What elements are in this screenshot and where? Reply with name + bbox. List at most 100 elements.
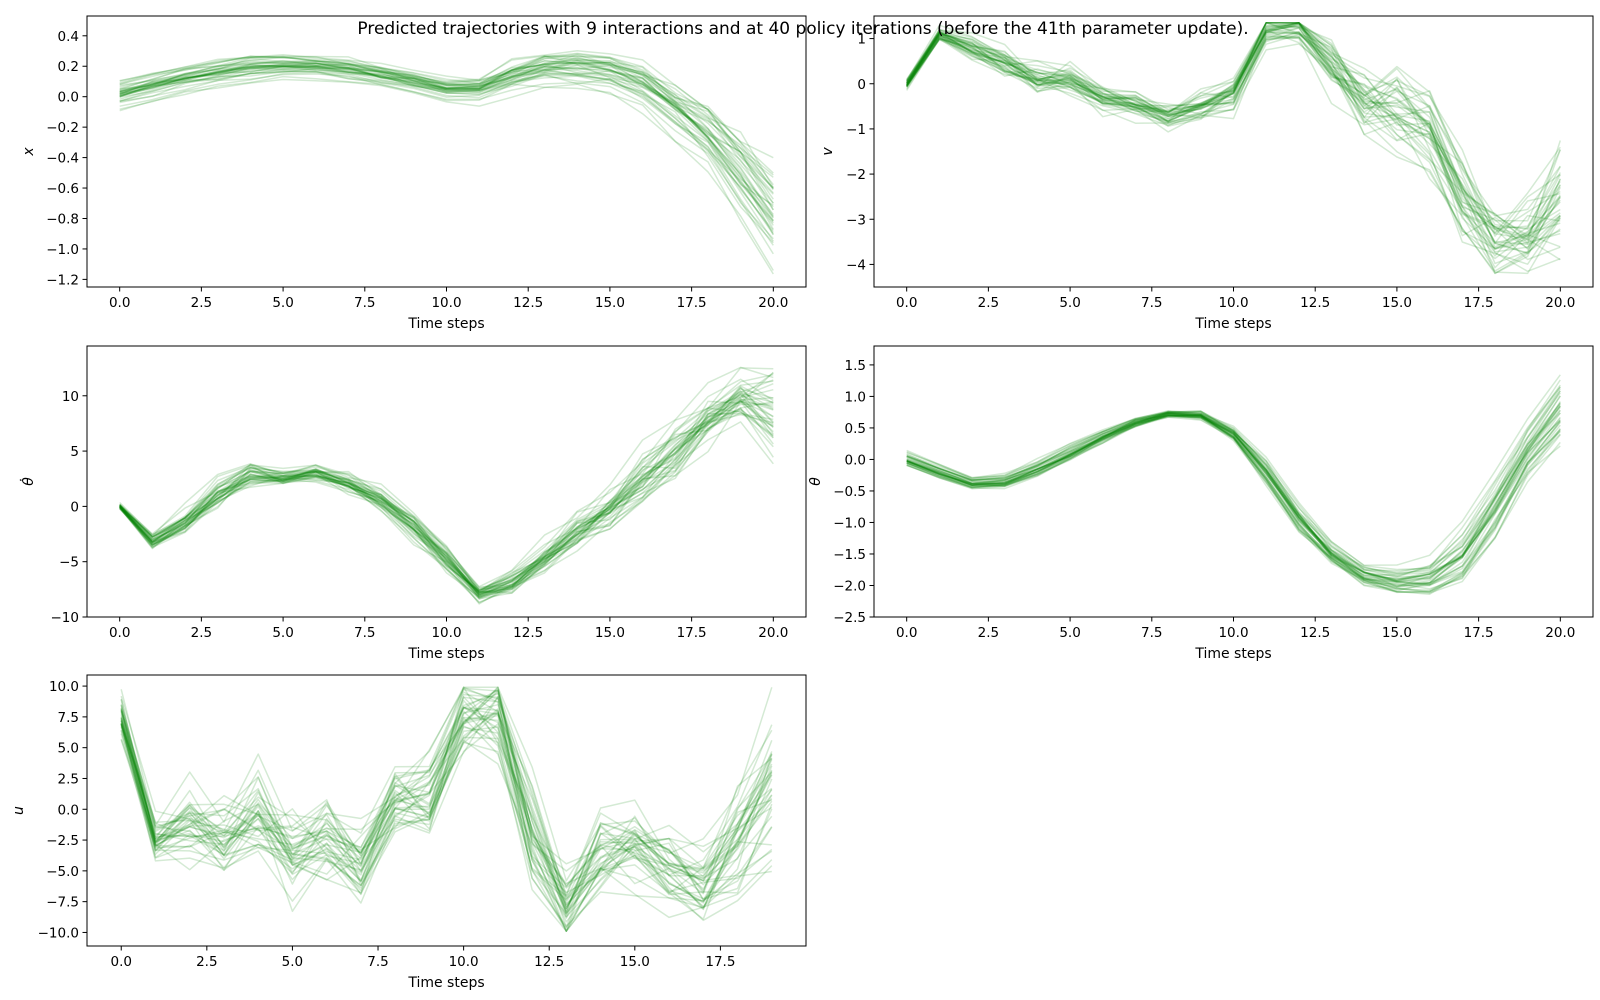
trajectory-line [119,61,774,215]
trajectory-line [119,386,774,596]
x-tick-label: 10.0 [1218,625,1248,641]
trajectory-line [119,64,774,236]
trajectory-line [119,385,774,600]
x-tick-label: 5.0 [1059,625,1080,641]
trajectory-line [119,68,774,224]
x-tick-label: 0.0 [896,295,917,311]
trajectory-line [119,383,774,591]
trajectory-line [119,64,774,231]
trajectory-line [906,405,1561,583]
x-tick-label: 2.5 [191,295,212,311]
trajectory-line [120,711,773,900]
trajectory-line [120,724,773,932]
trajectory-line [120,730,773,927]
trajectory-line [119,397,774,589]
trajectory-line [119,366,774,593]
trajectory-line [906,415,1561,591]
trajectory-line [119,394,774,595]
trajectory-line [906,390,1561,575]
axes-frame [86,345,807,618]
x-tick-label: 5.0 [272,295,293,311]
trajectory-line [119,400,774,599]
trajectory-line [120,686,773,897]
tick-group: 0.0 2.5 5.0 7.5 10.0 12.5 15.0 17.5 20.0 −4 −3 −2 −1… [846,32,1575,311]
trajectory-line [120,689,773,928]
trajectory-line [906,384,1561,582]
trajectory-line [906,22,1561,237]
y-tick-label: −1.0 [46,242,79,258]
trajectory-line [120,706,773,910]
trajectory-line [119,65,774,244]
trajectory-line [906,413,1561,584]
trajectory-line [119,403,774,593]
trajectory-line [906,31,1561,234]
trajectory-line [906,409,1561,586]
trajectory-line [119,55,774,176]
x-tick-label: 12.5 [534,954,564,970]
trajectory-line [119,392,774,597]
y-tick-label: −10.0 [38,925,79,941]
x-axis-label: Time steps [407,975,484,991]
trajectory-line [120,722,773,923]
trajectory-line [906,415,1561,586]
trajectory-line [119,408,774,603]
trajectory-line [906,22,1562,239]
trajectory-line [120,714,773,915]
trajectory-line [906,379,1561,575]
y-tick-label: −1 [846,122,866,138]
x-tick-label: 10.0 [431,625,461,641]
trajectory-line [119,49,774,159]
trajectory-line [906,414,1561,593]
trajectory-line [906,22,1561,265]
trajectory-line [906,22,1561,255]
trajectory-line [906,405,1561,588]
trajectory-line [906,25,1561,251]
trajectory-line [120,716,773,906]
trajectory-line [119,400,774,594]
trajectory-line [119,60,774,217]
trajectory-line [906,401,1561,580]
y-tick-label: 7.5 [58,710,79,726]
trajectory-line [120,706,773,895]
trajectory-line [119,52,774,186]
tick-group: 0.0 2.5 5.0 7.5 10.0 12.5 15.0 17.5 20.0 −10 −5 0 5 1… [51,389,789,641]
trajectory-line [119,407,774,605]
trajectory-line [906,27,1561,230]
trajectory-line [119,390,774,596]
x-tick-label: 15.0 [595,295,625,311]
trajectory-line [906,36,1561,275]
y-tick-label: 0.4 [58,29,79,45]
x-axis-label: Time steps [407,646,484,662]
x-tick-label: 7.5 [1141,295,1162,311]
trajectory-lines [906,22,1562,275]
trajectory-line [119,400,774,596]
tick-group: 0.0 2.5 5.0 7.5 10.0 12.5 15.0 17.5 −10.0 −7.5 −5.… [38,679,736,970]
x-tick-label: 10.0 [449,954,479,970]
trajectory-line [906,22,1561,248]
trajectory-line [119,388,774,598]
x-tick-label: 7.5 [367,954,388,970]
trajectory-line [906,412,1561,591]
trajectory-line [119,410,774,594]
trajectory-lines [906,374,1561,595]
trajectory-line [119,55,774,204]
y-tick-label: −5 [59,555,79,571]
trajectory-line [119,70,774,240]
trajectory-line [119,68,774,234]
y-tick-label: 0 [857,77,866,93]
trajectory-line [906,411,1561,582]
x-tick-label: 0.0 [896,625,917,641]
trajectory-line [906,414,1561,594]
trajectory-line [906,392,1561,578]
y-tick-label: −0.8 [46,211,79,227]
trajectory-line [906,402,1561,581]
x-tick-label: 17.5 [1464,295,1494,311]
trajectory-line [906,411,1561,581]
trajectory-line [119,56,774,194]
trajectory-line [119,59,774,178]
trajectory-line [120,724,773,932]
x-tick-label: 15.0 [1382,625,1412,641]
trajectory-line [906,33,1561,275]
trajectory-line [119,70,774,242]
